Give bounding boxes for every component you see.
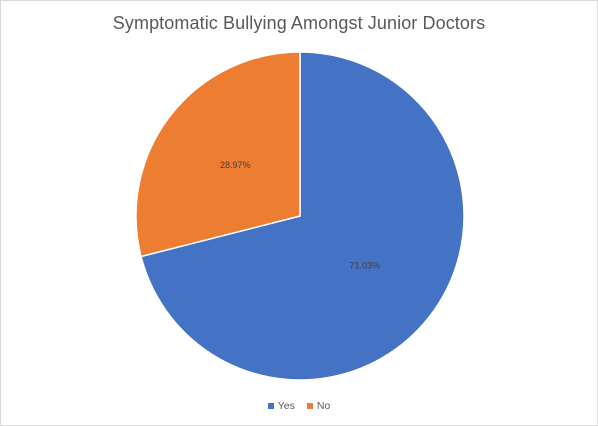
pie-slice-yes	[140, 51, 465, 381]
legend-label-yes: Yes	[277, 400, 295, 412]
legend-item-yes: Yes	[267, 400, 295, 412]
legend-item-no: No	[306, 400, 331, 412]
legend-swatch-yes	[267, 403, 274, 409]
data-label-no: 28.97%	[220, 160, 251, 170]
legend: Yes No	[1, 400, 597, 412]
legend-label-no: No	[316, 400, 331, 412]
chart-title: Symptomatic Bullying Amongst Junior Doct…	[112, 13, 486, 33]
pie-slice-no	[135, 51, 301, 258]
data-label-yes: 71.03%	[349, 261, 380, 271]
legend-swatch-no	[306, 403, 313, 409]
